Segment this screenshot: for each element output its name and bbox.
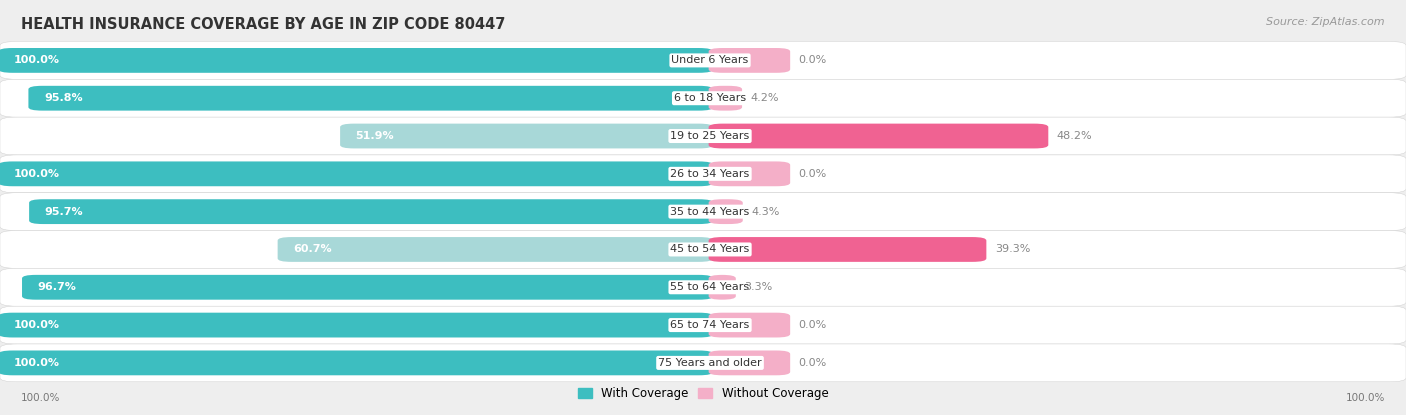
Text: 95.8%: 95.8% <box>44 93 83 103</box>
FancyBboxPatch shape <box>0 231 1406 269</box>
Text: 6 to 18 Years: 6 to 18 Years <box>673 93 747 103</box>
FancyBboxPatch shape <box>709 351 790 375</box>
FancyBboxPatch shape <box>709 275 735 300</box>
FancyBboxPatch shape <box>28 86 713 111</box>
FancyBboxPatch shape <box>709 312 790 337</box>
FancyBboxPatch shape <box>0 117 1406 155</box>
Text: Source: ZipAtlas.com: Source: ZipAtlas.com <box>1267 17 1385 27</box>
FancyBboxPatch shape <box>340 124 713 149</box>
FancyBboxPatch shape <box>0 79 1406 117</box>
FancyBboxPatch shape <box>0 306 1406 344</box>
Text: 45 to 54 Years: 45 to 54 Years <box>671 244 749 254</box>
FancyBboxPatch shape <box>709 48 790 73</box>
Text: 95.7%: 95.7% <box>45 207 83 217</box>
FancyBboxPatch shape <box>0 351 713 375</box>
FancyBboxPatch shape <box>709 199 742 224</box>
Text: 100.0%: 100.0% <box>1346 393 1385 403</box>
FancyBboxPatch shape <box>0 193 1406 231</box>
Text: Under 6 Years: Under 6 Years <box>672 56 748 66</box>
FancyBboxPatch shape <box>0 269 1406 306</box>
Text: 55 to 64 Years: 55 to 64 Years <box>671 282 749 292</box>
Text: 100.0%: 100.0% <box>21 393 60 403</box>
Legend: With Coverage, Without Coverage: With Coverage, Without Coverage <box>572 383 834 405</box>
Text: 4.2%: 4.2% <box>751 93 779 103</box>
Text: 0.0%: 0.0% <box>799 169 827 179</box>
FancyBboxPatch shape <box>22 275 713 300</box>
Text: 60.7%: 60.7% <box>292 244 332 254</box>
Text: 100.0%: 100.0% <box>14 169 60 179</box>
Text: 100.0%: 100.0% <box>14 320 60 330</box>
FancyBboxPatch shape <box>709 237 987 262</box>
Text: 26 to 34 Years: 26 to 34 Years <box>671 169 749 179</box>
Text: 3.3%: 3.3% <box>744 282 772 292</box>
FancyBboxPatch shape <box>0 312 713 337</box>
FancyBboxPatch shape <box>30 199 713 224</box>
FancyBboxPatch shape <box>709 86 742 111</box>
Text: HEALTH INSURANCE COVERAGE BY AGE IN ZIP CODE 80447: HEALTH INSURANCE COVERAGE BY AGE IN ZIP … <box>21 17 506 32</box>
Text: 0.0%: 0.0% <box>799 320 827 330</box>
FancyBboxPatch shape <box>0 344 1406 382</box>
Text: 65 to 74 Years: 65 to 74 Years <box>671 320 749 330</box>
Text: 96.7%: 96.7% <box>38 282 76 292</box>
FancyBboxPatch shape <box>709 124 1049 149</box>
Text: 4.3%: 4.3% <box>751 207 779 217</box>
Text: 0.0%: 0.0% <box>799 358 827 368</box>
Text: 39.3%: 39.3% <box>995 244 1031 254</box>
FancyBboxPatch shape <box>0 155 1406 193</box>
Text: 48.2%: 48.2% <box>1057 131 1092 141</box>
FancyBboxPatch shape <box>0 42 1406 79</box>
Text: 75 Years and older: 75 Years and older <box>658 358 762 368</box>
Text: 19 to 25 Years: 19 to 25 Years <box>671 131 749 141</box>
FancyBboxPatch shape <box>709 161 790 186</box>
Text: 35 to 44 Years: 35 to 44 Years <box>671 207 749 217</box>
FancyBboxPatch shape <box>0 48 713 73</box>
Text: 100.0%: 100.0% <box>14 358 60 368</box>
Text: 51.9%: 51.9% <box>356 131 394 141</box>
Text: 0.0%: 0.0% <box>799 56 827 66</box>
FancyBboxPatch shape <box>277 237 713 262</box>
FancyBboxPatch shape <box>0 161 713 186</box>
Text: 100.0%: 100.0% <box>14 56 60 66</box>
